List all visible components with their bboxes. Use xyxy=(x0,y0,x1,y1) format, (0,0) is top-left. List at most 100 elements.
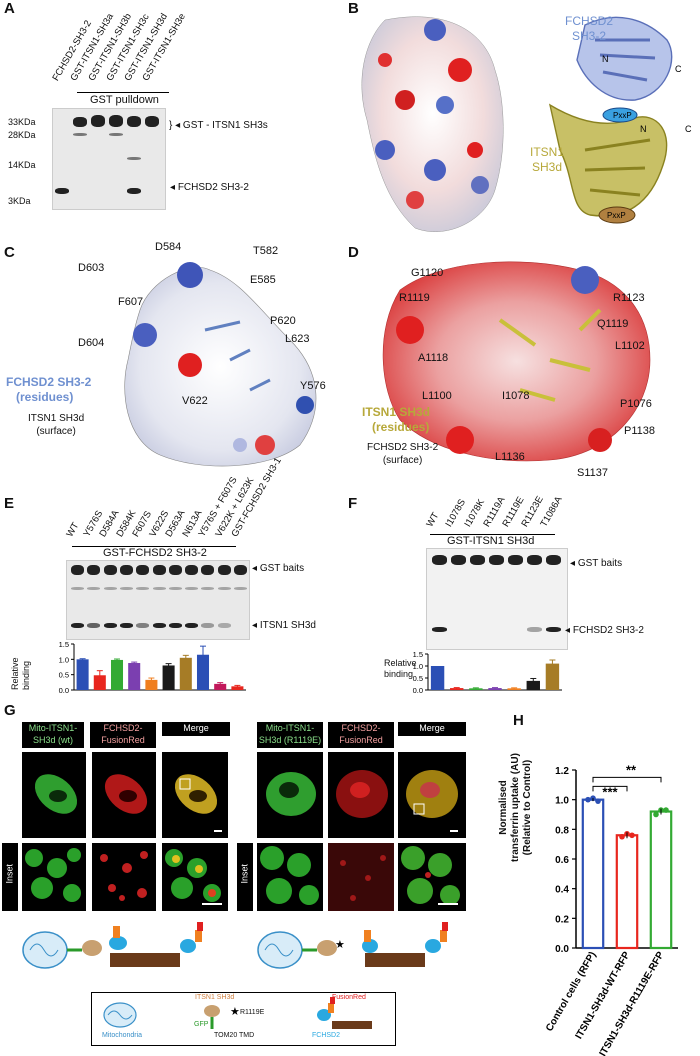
image-mito-r1119e xyxy=(257,752,323,838)
svg-text:C: C xyxy=(685,124,692,134)
group-label-a: GST pulldown xyxy=(90,94,159,106)
legend-fusionred: FusionRed xyxy=(332,994,366,1001)
legend-mitochondria: Mitochondria xyxy=(102,1032,143,1039)
residue-label: R1119 xyxy=(399,292,430,304)
group-line-a xyxy=(77,92,169,93)
bar xyxy=(93,675,106,690)
svg-text:N: N xyxy=(602,54,609,64)
y-tick-label: 1.0 xyxy=(59,655,69,664)
bar xyxy=(469,688,483,690)
residue-label: L1102 xyxy=(615,340,645,352)
image-fusionred-wt xyxy=(92,752,156,838)
sig-label: ** xyxy=(626,762,637,777)
gel-f xyxy=(426,548,568,650)
inset-merge-r1119e xyxy=(398,843,466,911)
svg-text:C: C xyxy=(675,64,682,74)
bar xyxy=(450,688,464,690)
residue-label: S1137 xyxy=(577,467,608,479)
band-label-gst-baits-f: ◂ GST baits xyxy=(570,558,623,569)
surface-d xyxy=(382,261,651,462)
y-tick-label: 1.0 xyxy=(555,796,569,807)
legend-fchsd2: FCHSD2 xyxy=(312,1032,341,1039)
svg-text:★: ★ xyxy=(335,939,345,951)
residue-label: D584 xyxy=(155,241,182,253)
subtitle-d: FCHSD2 SH3-2 (surface) xyxy=(367,442,439,466)
bar xyxy=(179,657,192,690)
legend-r1119e: R1119E xyxy=(240,1009,265,1016)
svg-text:PxxP: PxxP xyxy=(607,211,626,220)
band-label-gst-baits-e: ◂ GST baits xyxy=(252,563,305,574)
bar xyxy=(526,680,540,690)
ylabel-f: Relative binding xyxy=(384,658,417,679)
bar xyxy=(488,688,502,690)
bar xyxy=(231,686,244,690)
inset-label-r: Inset xyxy=(237,843,253,911)
legend-box-g: ★ Mitochondria ITSN1 SH3d R1119E GFP TOM… xyxy=(91,992,396,1046)
group-line-e xyxy=(72,546,236,547)
title-d: ITSN1 SH3d (residues) xyxy=(362,405,431,434)
f-lane-label: WT xyxy=(424,510,442,529)
panel-letter-e: E xyxy=(4,495,15,512)
data-point xyxy=(590,795,596,801)
structure-b: PxxP PxxP N C N C xyxy=(361,16,692,232)
data-point xyxy=(619,833,625,840)
image-mito-wt xyxy=(22,752,86,838)
svg-text:★: ★ xyxy=(230,1006,240,1018)
bar xyxy=(128,663,141,690)
bar xyxy=(162,665,175,690)
y-tick-label: 1.2 xyxy=(555,766,569,777)
panel-letter-d: D xyxy=(348,244,359,261)
residue-label: D603 xyxy=(78,262,105,274)
label-itsn1-sh3d: ITSN1 SH3d xyxy=(530,145,565,174)
residue-label: F607 xyxy=(118,296,144,308)
data-point xyxy=(653,811,659,818)
data-point xyxy=(629,832,635,839)
y-tick-label: 1.0 xyxy=(413,662,423,671)
sig-bracket xyxy=(592,785,628,792)
gel-e xyxy=(66,560,250,640)
legend-itsn1-sh3d: ITSN1 SH3d xyxy=(195,994,235,1001)
inset-mito-wt xyxy=(22,843,86,911)
band-label-itsn1-e: ◂ ITSN1 SH3d xyxy=(252,620,316,631)
data-point xyxy=(585,796,591,803)
title-c: FCHSD2 SH3-2 (residues) xyxy=(6,375,92,404)
y-tick-label: 0.0 xyxy=(413,686,423,695)
data-point xyxy=(595,798,601,804)
panel-letter-a: A xyxy=(4,0,15,17)
image-merge-wt xyxy=(162,752,228,838)
inset-fusionred-r1119e xyxy=(328,843,394,911)
bar xyxy=(545,663,560,690)
marker-3: 3KDa xyxy=(8,196,31,206)
y-tick-label: 0.6 xyxy=(555,855,569,866)
y-tick-label: 1.5 xyxy=(413,650,423,659)
residue-label: T582 xyxy=(253,245,279,257)
band-label-fchsd2-f: ◂ FCHSD2 SH3-2 xyxy=(565,625,644,636)
residue-label: I1078 xyxy=(502,390,530,402)
y-tick-label: 0.0 xyxy=(555,944,569,955)
residue-label: G1120 xyxy=(411,267,444,279)
bar xyxy=(196,654,210,690)
bar xyxy=(110,659,124,690)
svg-text:PxxP: PxxP xyxy=(613,111,632,120)
y-tick-label: 0.8 xyxy=(555,825,569,836)
residue-label: E585 xyxy=(250,274,276,286)
ylabel-e: Relative binding xyxy=(10,657,31,690)
residue-label: P1138 xyxy=(624,425,655,437)
inset-merge-wt xyxy=(162,843,228,911)
bar xyxy=(430,666,445,690)
header-fusionred-l: FCHSD2- FusionRed xyxy=(90,722,156,748)
panel-letter-h: H xyxy=(513,712,524,729)
group-line-f xyxy=(430,534,555,535)
y-tick-label: 1.5 xyxy=(59,640,69,649)
header-fusionred-r: FCHSD2- FusionRed xyxy=(328,722,394,748)
residue-label: A1118 xyxy=(418,352,449,364)
bar xyxy=(214,683,227,690)
band-label-fchsd2: ◂ FCHSD2 SH3-2 xyxy=(170,182,249,193)
subtitle-c: ITSN1 SH3d (surface) xyxy=(28,413,85,437)
schematic-wt xyxy=(22,922,203,969)
marker-28: 28KDa xyxy=(8,130,36,140)
residue-label: P1076 xyxy=(620,398,652,410)
marker-33: 33KDa xyxy=(8,117,36,127)
image-fusionred-r1119e xyxy=(328,752,394,838)
